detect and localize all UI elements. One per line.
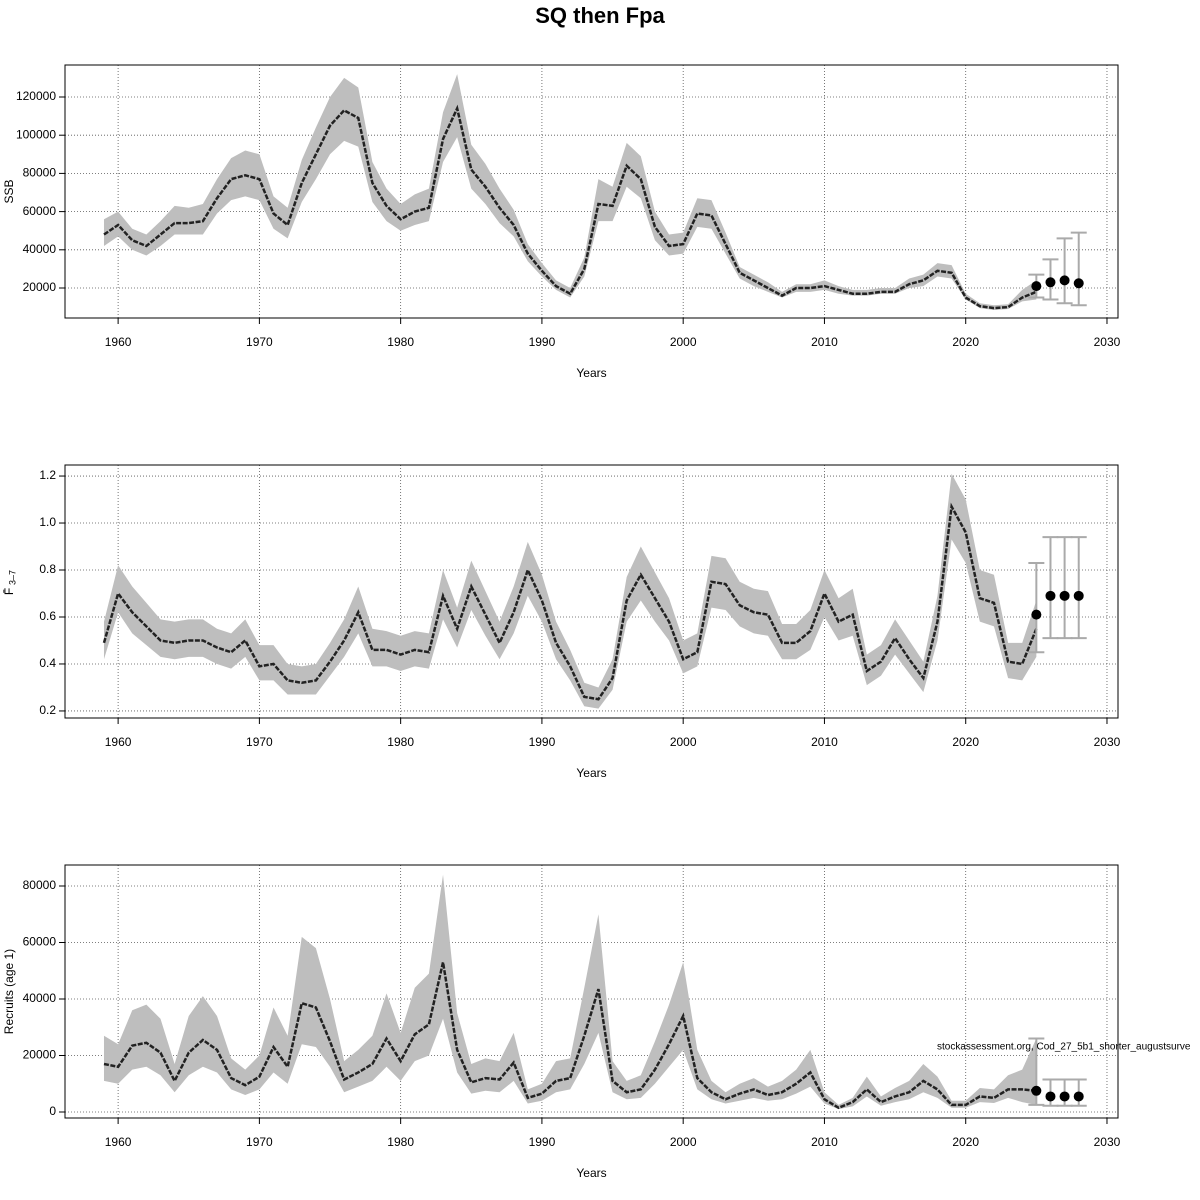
x-tick-label: 1980 bbox=[387, 1135, 414, 1149]
plot-frame bbox=[64, 464, 1119, 719]
forecast-point bbox=[1059, 1091, 1070, 1102]
forecast-point bbox=[1073, 590, 1084, 601]
x-tick-label: 2010 bbox=[811, 335, 838, 349]
y-axis-label: F̄ bbox=[2, 588, 16, 595]
y-tick-label: 40000 bbox=[23, 242, 57, 256]
forecast-point bbox=[1059, 275, 1070, 286]
y-tick-label: 0.8 bbox=[39, 562, 56, 576]
confidence-band bbox=[103, 473, 1037, 709]
x-tick-label: 2000 bbox=[670, 735, 697, 749]
estimate-line bbox=[103, 104, 1037, 310]
forecast-point bbox=[1031, 281, 1042, 292]
x-tick-label: 1970 bbox=[246, 735, 273, 749]
y-tick-label: 1.0 bbox=[39, 515, 56, 529]
x-tick-label: 1980 bbox=[387, 735, 414, 749]
x-tick-label: 2000 bbox=[670, 335, 697, 349]
plot-frame bbox=[64, 64, 1119, 319]
y-tick-label: 0 bbox=[49, 1104, 56, 1118]
x-tick-label: 2030 bbox=[1094, 1135, 1121, 1149]
chart-title: SQ then Fpa bbox=[535, 3, 665, 28]
y-tick-label: 80000 bbox=[23, 166, 57, 180]
forecast-point bbox=[1045, 1091, 1056, 1102]
x-axis-label: Years bbox=[576, 1166, 606, 1180]
y-tick-label: 60000 bbox=[23, 204, 57, 218]
forecast-point bbox=[1031, 609, 1042, 620]
x-tick-label: 1990 bbox=[529, 1135, 556, 1149]
x-tick-label: 2010 bbox=[811, 1135, 838, 1149]
y-axis-label-sub: 3–7 bbox=[7, 570, 17, 585]
x-tick-label: 2020 bbox=[952, 1135, 979, 1149]
x-tick-label: 1990 bbox=[529, 735, 556, 749]
estimate-line bbox=[103, 961, 1037, 1110]
y-tick-label: 0.4 bbox=[39, 656, 56, 670]
x-tick-label: 2010 bbox=[811, 735, 838, 749]
forecast-point bbox=[1073, 278, 1084, 289]
y-tick-label: 100000 bbox=[16, 127, 56, 141]
forecast-point bbox=[1073, 1091, 1084, 1102]
y-tick-label: 80000 bbox=[23, 878, 57, 892]
y-tick-label: 1.2 bbox=[39, 468, 56, 482]
x-tick-label: 1960 bbox=[105, 335, 132, 349]
y-tick-label: 120000 bbox=[16, 89, 56, 103]
estimate-line bbox=[102, 502, 1038, 701]
x-tick-label: 2000 bbox=[670, 1135, 697, 1149]
plot-frame bbox=[64, 864, 1119, 1119]
forecast-point bbox=[1031, 1085, 1042, 1096]
x-axis-label: Years bbox=[576, 766, 606, 780]
forecast-point bbox=[1045, 277, 1056, 288]
x-tick-label: 1970 bbox=[246, 335, 273, 349]
x-tick-label: 1960 bbox=[105, 1135, 132, 1149]
x-tick-label: 2030 bbox=[1094, 335, 1121, 349]
annotation: stockassessment.org, Cod_27_5b1_shorter_… bbox=[937, 1042, 1191, 1053]
y-tick-label: 0.2 bbox=[39, 703, 56, 717]
x-tick-label: 1970 bbox=[246, 1135, 273, 1149]
x-tick-label: 1960 bbox=[105, 735, 132, 749]
y-tick-label: 0.6 bbox=[39, 609, 56, 623]
y-tick-label: 60000 bbox=[23, 935, 57, 949]
forecast-point bbox=[1059, 590, 1070, 601]
x-tick-label: 2030 bbox=[1094, 735, 1121, 749]
forecast-point bbox=[1045, 590, 1056, 601]
confidence-band bbox=[103, 74, 1037, 310]
x-tick-label: 2020 bbox=[952, 735, 979, 749]
x-tick-label: 1980 bbox=[387, 335, 414, 349]
y-tick-label: 20000 bbox=[23, 280, 57, 294]
x-tick-label: 1990 bbox=[529, 335, 556, 349]
y-tick-label: 20000 bbox=[23, 1048, 57, 1062]
x-axis-label: Years bbox=[576, 366, 606, 380]
y-tick-label: 40000 bbox=[23, 991, 57, 1005]
y-axis-label: SSB bbox=[2, 179, 16, 203]
x-tick-label: 2020 bbox=[952, 335, 979, 349]
confidence-band bbox=[103, 874, 1037, 1110]
y-axis-label: Recruits (age 1) bbox=[2, 949, 16, 1034]
